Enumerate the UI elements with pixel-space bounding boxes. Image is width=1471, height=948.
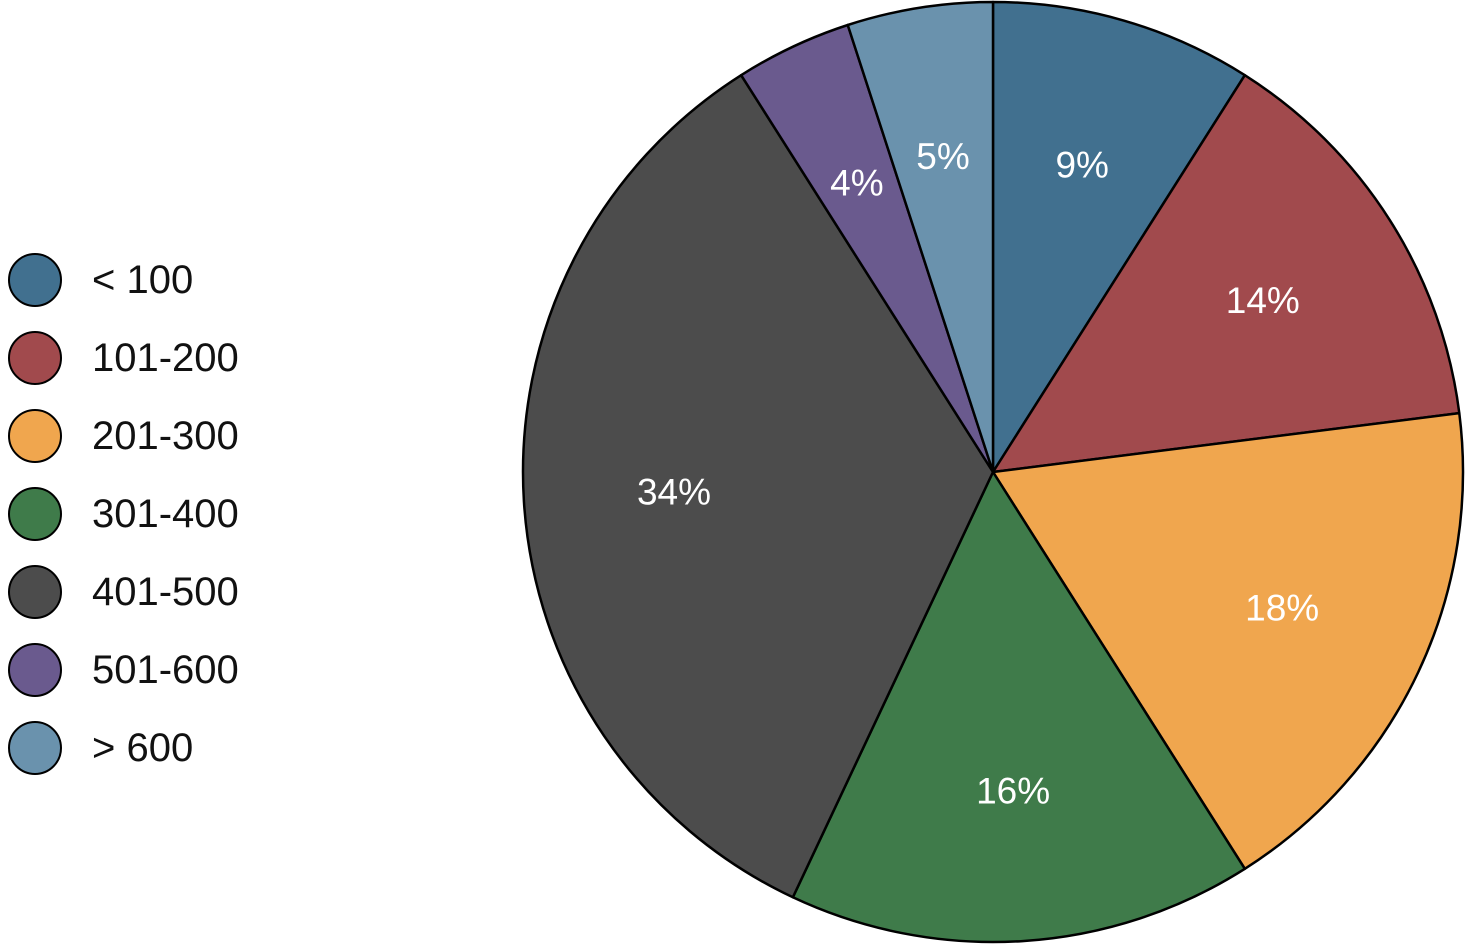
- legend-label: 201-300: [92, 413, 239, 458]
- legend-label: 101-200: [92, 335, 239, 380]
- legend-label: > 600: [92, 725, 194, 770]
- legend-swatch-icon: [8, 408, 62, 463]
- pie-slice-percent-label: 14%: [1226, 280, 1300, 321]
- pie-slice-percent-label: 4%: [830, 162, 883, 203]
- pie-slice-percent-label: 18%: [1245, 588, 1319, 629]
- pie-slice-0: [991, 0, 1247, 474]
- legend-swatch-icon: [8, 642, 62, 697]
- legend-swatch-icon: [8, 486, 62, 541]
- legend-swatch-icon: [8, 330, 62, 385]
- pie-slice-3: [791, 470, 1247, 944]
- legend-item: 201-300: [8, 408, 239, 463]
- legend-label: 501-600: [92, 647, 239, 692]
- pie-slice-1: [991, 73, 1461, 474]
- legend-swatch-icon: [8, 252, 62, 307]
- legend-swatch-icon: [8, 720, 62, 775]
- pie-slice-2: [991, 411, 1465, 871]
- legend: < 100 101-200 201-300 301-400 401-500 501-600…: [8, 252, 239, 775]
- pie-slice-percent-label: 16%: [976, 771, 1050, 812]
- pie-slice-percent-label: 9%: [1055, 145, 1108, 186]
- legend-item: 101-200: [8, 330, 239, 385]
- legend-item: 301-400: [8, 486, 239, 541]
- legend-swatch-icon: [8, 564, 62, 619]
- pie-slice-percent-label: 5%: [916, 136, 969, 177]
- legend-label: 301-400: [92, 491, 239, 536]
- legend-label: < 100: [92, 257, 194, 302]
- pie-slice-percent-label: 34%: [637, 472, 711, 513]
- legend-item: < 100: [8, 252, 239, 307]
- pie-slice-4: [521, 73, 995, 899]
- legend-label: 401-500: [92, 569, 239, 614]
- legend-item: 501-600: [8, 642, 239, 697]
- legend-item: > 600: [8, 720, 239, 775]
- legend-item: 401-500: [8, 564, 239, 619]
- pie-slice-6: [846, 0, 995, 474]
